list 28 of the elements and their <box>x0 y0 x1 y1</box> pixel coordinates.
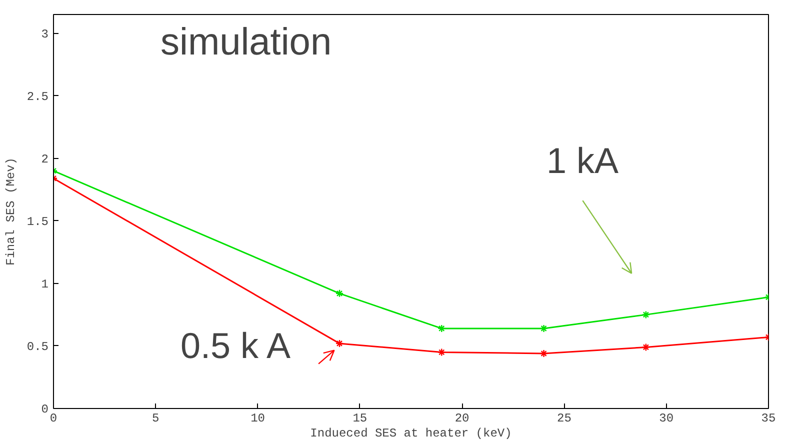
point <box>642 310 650 319</box>
point <box>335 289 344 298</box>
point <box>438 348 446 356</box>
point <box>335 339 344 348</box>
annotation: 1 kA <box>546 140 619 181</box>
x-tick-label: 25 <box>557 412 572 426</box>
y-axis-title: Final SES (Mev) <box>4 157 18 266</box>
point <box>438 324 446 333</box>
x-tick-label: 0 <box>50 412 58 426</box>
x-axis-title: Indueced SES at heater (keV) <box>310 426 512 440</box>
y-tick-label: 3 <box>41 27 48 42</box>
y-tick-label: 0.5 <box>26 340 49 354</box>
x-tick-label: 30 <box>659 412 674 426</box>
y-tick-label: 0 <box>41 402 48 416</box>
x-tick-label: 15 <box>352 412 368 426</box>
point <box>642 343 650 352</box>
point <box>540 324 548 333</box>
annotation: simulation <box>160 22 332 64</box>
x-tick-label: 5 <box>152 412 160 426</box>
y-tick-label: 1.5 <box>26 214 49 229</box>
annotation: 0.5 k A <box>180 325 291 366</box>
point <box>540 349 548 358</box>
x-tick-label: 10 <box>250 412 265 426</box>
x-tick-label: 20 <box>454 412 470 426</box>
y-tick-label: 1 <box>41 277 48 292</box>
x-tick-label: 35 <box>761 412 776 426</box>
y-tick-label: 2.5 <box>26 90 49 104</box>
y-tick-label: 2 <box>41 152 48 166</box>
